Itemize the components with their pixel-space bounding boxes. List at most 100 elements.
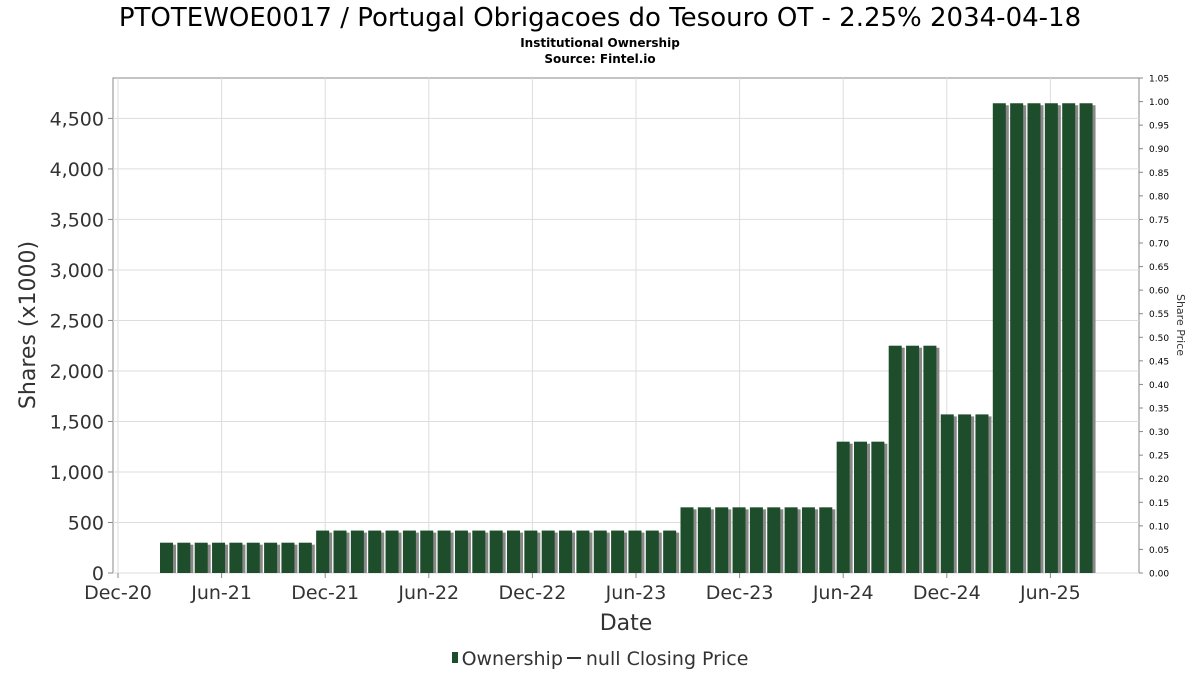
y2-tick-label: 0.50 <box>1149 334 1169 344</box>
y-tick-label: 4,500 <box>50 108 104 130</box>
ownership-bar <box>958 414 972 573</box>
y2-tick-label: 0.30 <box>1149 428 1169 438</box>
ownership-bar <box>524 530 538 573</box>
ownership-bar <box>697 507 711 573</box>
ownership-bar <box>1079 103 1093 574</box>
y-tick-label: 3,500 <box>50 209 104 231</box>
y-tick-label: 4,000 <box>50 159 104 181</box>
x-tick-label: Jun-22 <box>397 582 459 604</box>
y2-axis-label: Share Price <box>1174 294 1187 356</box>
y2-tick-label: 1.05 <box>1149 75 1169 85</box>
chart-source: Source: Fintel.io <box>544 52 656 66</box>
ownership-bar <box>212 542 226 573</box>
x-tick-label: Jun-23 <box>605 582 667 604</box>
ownership-bar <box>541 530 555 573</box>
y-axis-label: Shares (x1000) <box>16 241 41 409</box>
ownership-bar <box>871 441 885 573</box>
x-tick-label: Dec-24 <box>913 582 981 604</box>
x-tick-label: Dec-23 <box>706 582 774 604</box>
ownership-bar <box>559 530 573 573</box>
y2-tick-label: 0.90 <box>1149 145 1169 155</box>
y2-tick-label: 0.40 <box>1149 381 1169 391</box>
y2-tick-label: 0.55 <box>1149 310 1169 320</box>
y2-tick-label: 0.60 <box>1149 287 1169 297</box>
ownership-bar <box>645 530 659 573</box>
ownership-bar <box>576 530 590 573</box>
ownership-bar <box>489 530 503 573</box>
ownership-bar <box>854 441 867 573</box>
y2-tick-label: 0.25 <box>1149 452 1169 462</box>
y2-tick-label: 0.05 <box>1149 546 1169 556</box>
x-tick-label: Dec-20 <box>84 582 152 604</box>
ownership-bar <box>611 530 625 573</box>
ownership-bar <box>1010 103 1024 574</box>
ownership-bar <box>784 507 798 573</box>
y2-tick-label: 0.45 <box>1149 357 1169 367</box>
y2-tick-label: 1.00 <box>1149 98 1169 108</box>
ownership-bar <box>975 414 989 573</box>
ownership-bar <box>350 530 364 573</box>
ownership-bar <box>368 530 382 573</box>
y2-tick-label: 0.95 <box>1149 122 1169 132</box>
y-tick-label: 500 <box>68 512 104 534</box>
ownership-bar <box>420 530 434 573</box>
ownership-bar <box>749 507 763 573</box>
ownership-bar <box>1062 103 1076 574</box>
ownership-bar <box>160 542 173 573</box>
ownership-bar <box>507 530 520 573</box>
ownership-bar <box>888 345 902 573</box>
y2-tick-label: 0.70 <box>1149 240 1169 250</box>
ownership-bar <box>940 414 954 573</box>
x-tick-label: Dec-21 <box>291 582 359 604</box>
y-tick-label: 1,500 <box>50 411 104 433</box>
ownership-bar <box>732 507 746 573</box>
x-tick-label: Jun-24 <box>812 582 874 604</box>
legend-price-label: null Closing Price <box>585 648 749 670</box>
y-tick-label: 2,500 <box>50 310 104 332</box>
y-tick-label: 1,000 <box>50 462 104 484</box>
y2-tick-label: 0.15 <box>1149 499 1169 509</box>
ownership-bar <box>194 542 208 573</box>
ownership-bar <box>454 530 468 573</box>
ownership-bar <box>767 507 781 573</box>
ownership-bar <box>437 530 451 573</box>
chart-legend: Ownership null Closing Price <box>0 646 1200 672</box>
ownership-bar <box>1027 103 1041 574</box>
y2-tick-label: 0.80 <box>1149 192 1169 202</box>
x-tick-label: Jun-21 <box>190 582 252 604</box>
ownership-bar <box>246 542 260 573</box>
ownership-bar <box>593 530 607 573</box>
y-tick-label: 2,000 <box>50 361 104 383</box>
legend-ownership-label: Ownership <box>461 648 563 670</box>
price-legend-swatch <box>566 656 581 659</box>
y2-tick-label: 0.65 <box>1149 263 1169 273</box>
ownership-bar <box>402 530 416 573</box>
chart-subtitle: Institutional Ownership <box>520 36 680 50</box>
y-tick-label: 3,000 <box>50 260 104 282</box>
ownership-bar <box>264 542 278 573</box>
ownership-bar <box>281 542 295 573</box>
ownership-bar <box>801 507 815 573</box>
ownership-bar <box>385 530 399 573</box>
ownership-bar <box>663 530 677 573</box>
ownership-bar <box>715 507 729 573</box>
ownership-bar <box>923 345 937 573</box>
y2-tick-label: 0.00 <box>1149 570 1169 580</box>
x-tick-label: Dec-22 <box>498 582 566 604</box>
y2-tick-label: 0.20 <box>1149 475 1169 485</box>
ownership-bar <box>229 542 243 573</box>
y2-tick-label: 0.10 <box>1149 522 1169 532</box>
axis-layer: 0 500 1,000 1,500 2,000 2,500 3,000 3,500 4,000 4… <box>50 75 1170 605</box>
ownership-bar <box>333 530 347 573</box>
bar-layer <box>160 103 1096 574</box>
y2-tick-label: 0.75 <box>1149 216 1169 226</box>
ownership-bar <box>316 530 330 573</box>
y2-tick-label: 0.85 <box>1149 169 1169 179</box>
ownership-bar <box>906 345 920 573</box>
x-tick-label: Jun-25 <box>1019 582 1081 604</box>
ownership-bar <box>628 530 642 573</box>
y2-tick-label: 0.35 <box>1149 405 1169 415</box>
y-tick-label: 0 <box>92 563 104 585</box>
chart-title: PTOTEWOE0017 / Portugal Obrigacoes do Te… <box>118 3 1082 33</box>
